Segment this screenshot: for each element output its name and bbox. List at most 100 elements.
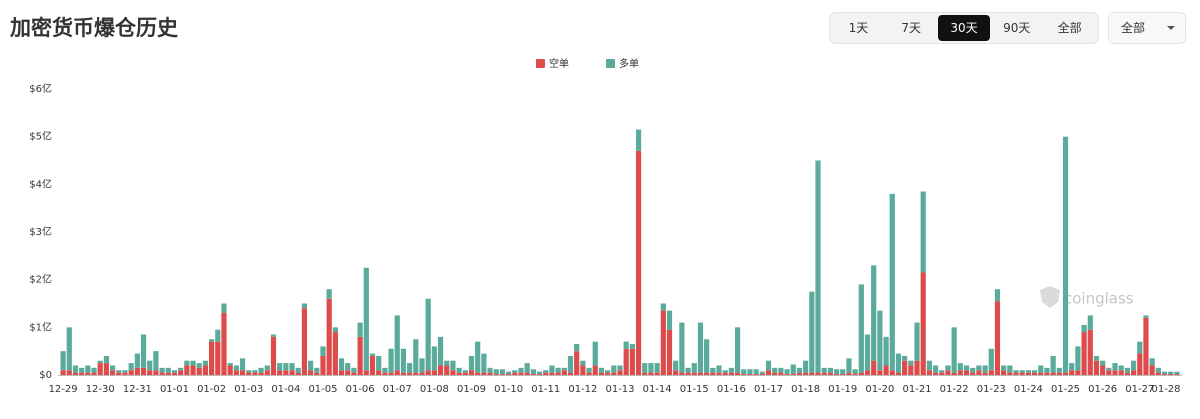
bar-segment (549, 365, 555, 373)
bar-segment (833, 369, 840, 375)
bar-segment (1124, 367, 1131, 373)
bar-segment (920, 191, 926, 273)
bar-segment (753, 374, 759, 375)
bar-segment (759, 371, 765, 375)
bar-segment (140, 367, 147, 375)
bar-segment (642, 363, 648, 373)
bar-segment (982, 365, 988, 373)
bar-segment (1013, 370, 1019, 373)
bar-segment (1081, 324, 1087, 333)
bar-segment (895, 353, 902, 373)
bar-segment (778, 367, 784, 373)
range-button[interactable]: 1天 (848, 21, 869, 35)
bar-segment (623, 341, 629, 349)
bar-segment (518, 367, 524, 373)
bar-segment (258, 367, 264, 373)
bar-segment (648, 363, 654, 373)
legend-swatch[interactable] (606, 59, 615, 68)
bar-segment (1025, 370, 1031, 373)
bar-segment (487, 367, 493, 373)
bar-segment (815, 160, 821, 373)
bar-segment (382, 367, 388, 373)
bar-segment (883, 365, 889, 375)
bar-segment (190, 360, 196, 366)
bar-segment (425, 298, 431, 371)
bar-segment (171, 370, 178, 373)
y-tick-label: $5亿 (29, 130, 52, 143)
bar-segment (920, 272, 926, 375)
bar-segment (79, 372, 85, 375)
bar-segment (914, 322, 920, 361)
bar-segment (475, 372, 481, 375)
x-tick-label: 01-10 (494, 384, 523, 395)
bar-segment (66, 370, 72, 375)
bar-segment (790, 374, 796, 375)
bar-segment (871, 360, 877, 375)
bar-segment (889, 193, 895, 371)
bar-segment (134, 367, 140, 375)
bar-segment (889, 370, 895, 375)
bar-segment (227, 363, 233, 366)
x-tick-label: 01-26 (1088, 384, 1117, 395)
legend-label[interactable]: 空单 (549, 57, 569, 70)
bar-segment (1038, 365, 1044, 373)
bar-segment (895, 372, 902, 375)
bar-segment (283, 363, 289, 371)
x-tick-label: 01-12 (568, 384, 597, 395)
bar-segment (202, 360, 209, 366)
x-tick-label: 01-11 (531, 384, 560, 395)
range-button[interactable]: 全部 (1057, 21, 1082, 35)
bar-segment (165, 367, 171, 373)
bar-segment (1100, 365, 1106, 375)
bar-segment (60, 370, 66, 375)
bar-segment (524, 363, 530, 373)
bar-segment (450, 370, 456, 375)
bar-segment (963, 370, 970, 375)
bar-segment (153, 370, 159, 375)
bar-segment (239, 358, 246, 371)
bar-segment (908, 360, 914, 366)
bar-segment (147, 370, 153, 375)
bar-segment (332, 327, 338, 333)
range-button[interactable]: 30天 (937, 15, 991, 41)
range-button[interactable]: 7天 (901, 21, 922, 35)
bar-segment (209, 339, 215, 342)
legend-swatch[interactable] (536, 59, 545, 68)
bar-segment (60, 351, 66, 371)
bar-segment (914, 360, 920, 375)
x-tick-label: 12-30 (86, 384, 115, 395)
bar-segment (635, 150, 642, 375)
bar-segment (1056, 367, 1062, 373)
bar-segment (1019, 372, 1025, 375)
bar-segment (376, 370, 382, 375)
bar-segment (945, 365, 951, 371)
y-tick-label: $0 (39, 370, 52, 381)
bar-segment (103, 355, 110, 364)
range-button[interactable]: 90天 (1003, 21, 1031, 35)
dropdown[interactable]: 全部 (1108, 12, 1186, 44)
bar-segment (1019, 370, 1025, 373)
bar-segment (765, 370, 772, 375)
bar-segment (883, 336, 889, 366)
bar-segment (345, 370, 351, 375)
bar-segment (363, 267, 369, 371)
bar-segment (567, 355, 574, 373)
bar-segment (598, 367, 605, 373)
bar-segment (846, 358, 852, 373)
bar-segment (338, 358, 345, 371)
bar-segment (852, 374, 858, 375)
bar-segment (939, 370, 945, 373)
bar-segment (295, 372, 301, 375)
bar-segment (252, 372, 258, 375)
x-tick-label: 01-16 (717, 384, 746, 395)
x-tick-label: 01-19 (828, 384, 857, 395)
bar-segment (425, 370, 431, 375)
legend-label[interactable]: 多单 (619, 57, 639, 70)
bar-segment (314, 367, 320, 373)
bar-segment (580, 365, 586, 375)
bar-segment (499, 374, 506, 375)
bar-segment (815, 372, 821, 375)
x-tick-label: 01-18 (791, 384, 820, 395)
bar-segment (679, 322, 685, 373)
